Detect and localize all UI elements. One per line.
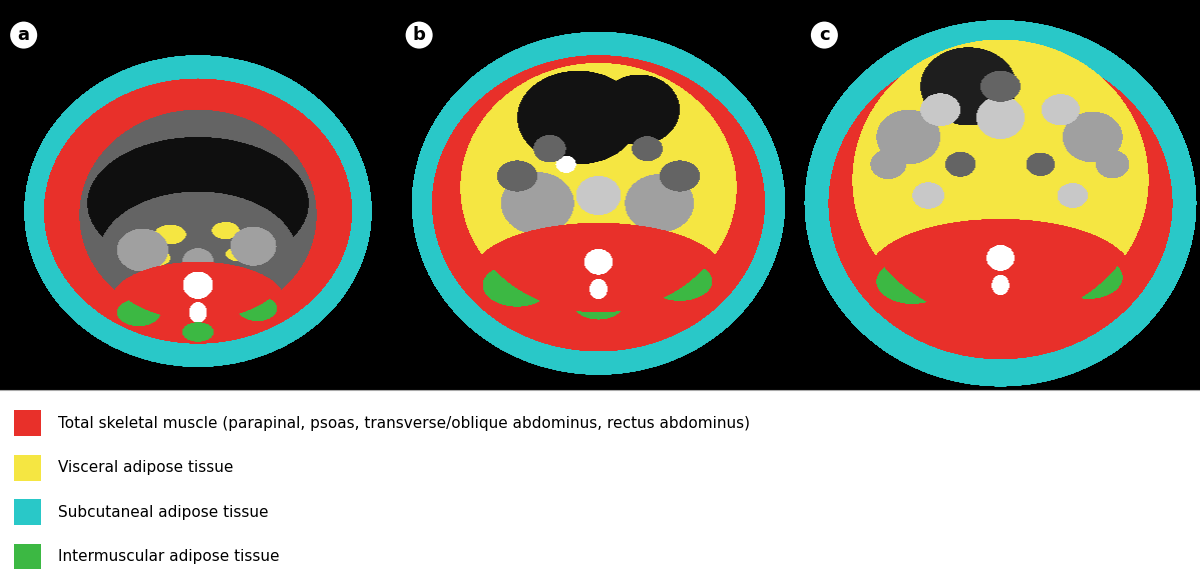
- Text: a: a: [18, 26, 30, 44]
- Text: Subcutaneal adipose tissue: Subcutaneal adipose tissue: [58, 504, 268, 520]
- FancyBboxPatch shape: [14, 455, 41, 481]
- FancyBboxPatch shape: [14, 499, 41, 525]
- FancyBboxPatch shape: [14, 543, 41, 569]
- Text: Intermuscular adipose tissue: Intermuscular adipose tissue: [58, 549, 280, 564]
- Text: c: c: [820, 26, 829, 44]
- FancyBboxPatch shape: [14, 410, 41, 436]
- Text: b: b: [413, 26, 426, 44]
- Text: Visceral adipose tissue: Visceral adipose tissue: [58, 460, 233, 475]
- Text: Total skeletal muscle (parapinal, psoas, transverse/oblique abdominus, rectus ab: Total skeletal muscle (parapinal, psoas,…: [58, 416, 750, 431]
